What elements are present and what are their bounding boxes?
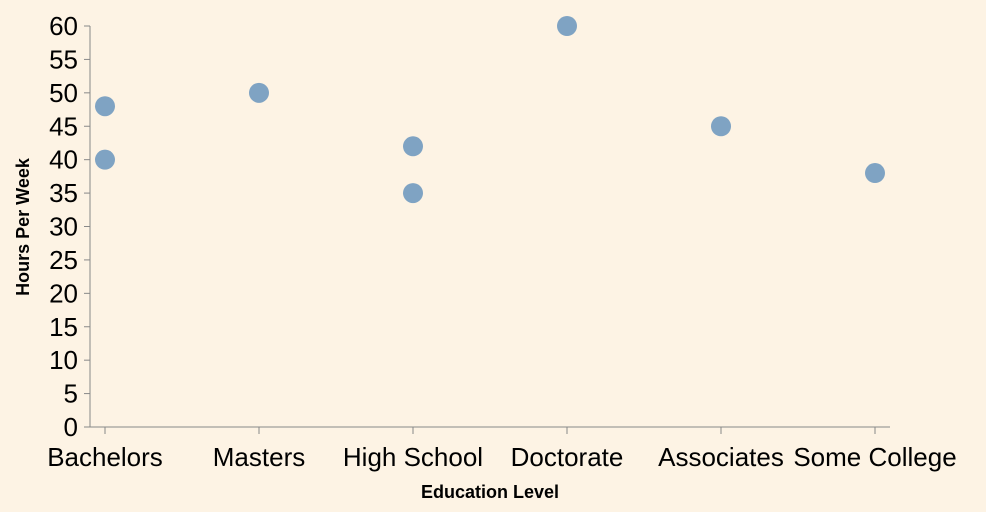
data-point[interactable] xyxy=(711,116,731,137)
data-point[interactable] xyxy=(557,16,577,36)
data-point[interactable] xyxy=(865,163,885,184)
x-tick-label: Bachelors xyxy=(47,442,163,472)
y-tick-label: 0 xyxy=(64,412,78,442)
y-tick-label: 5 xyxy=(64,379,78,409)
data-point[interactable] xyxy=(403,136,423,157)
x-tick-label: Doctorate xyxy=(511,442,624,472)
data-points xyxy=(95,16,885,204)
x-tick-label: Associates xyxy=(658,442,784,472)
y-tick-label: 25 xyxy=(49,245,78,275)
y-tick-label: 10 xyxy=(49,345,78,375)
data-point[interactable] xyxy=(249,82,269,103)
x-tick-label: Some College xyxy=(793,442,956,472)
data-point[interactable] xyxy=(95,149,115,170)
y-tick-label: 20 xyxy=(49,278,78,308)
y-tick-label: 35 xyxy=(49,178,78,208)
y-tick-label: 55 xyxy=(49,44,78,74)
y-axis-title: Hours Per Week xyxy=(13,157,33,296)
x-axis-title: Education Level xyxy=(421,482,559,502)
y-tick-label: 40 xyxy=(49,145,78,175)
y-tick-label: 30 xyxy=(49,212,78,242)
x-axis: Bachelors Masters High School Doctorate Asso… xyxy=(47,426,957,472)
data-point[interactable] xyxy=(403,183,423,204)
data-point[interactable] xyxy=(95,96,115,117)
y-tick-label: 45 xyxy=(49,111,78,141)
y-tick-label: 60 xyxy=(49,11,78,41)
x-tick-label: Masters xyxy=(213,442,305,472)
y-tick-label: 50 xyxy=(49,78,78,108)
y-tick-label: 15 xyxy=(49,312,78,342)
x-tick-label: High School xyxy=(343,442,483,472)
